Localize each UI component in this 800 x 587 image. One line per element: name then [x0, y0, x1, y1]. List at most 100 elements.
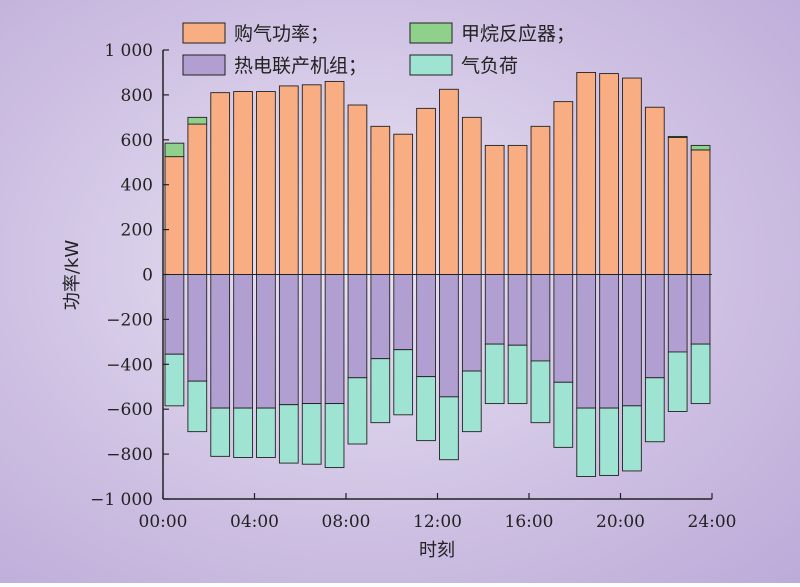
y-tick-label: 1 000 — [104, 41, 153, 61]
bar-series1-h23 — [667, 135, 688, 139]
bar-series0-h5 — [256, 91, 276, 275]
bar-series2-h14 — [461, 274, 482, 372]
bar-series0-h17 — [530, 125, 551, 275]
bar-series3-h24 — [690, 343, 711, 405]
x-tick-label: 08:00 — [322, 512, 371, 532]
y-tick-label: −1 000 — [90, 490, 153, 510]
bar-series3-h20 — [599, 407, 619, 476]
legend-swatch — [409, 22, 453, 44]
bar-series0-h9 — [347, 104, 368, 275]
bar-series2-h23 — [667, 274, 688, 353]
x-tick-label: 00:00 — [139, 512, 188, 532]
bar-series0-h21 — [622, 77, 642, 275]
bar-series3-h21 — [622, 405, 642, 472]
bar-series3-h23 — [667, 351, 688, 412]
bar-series0-h4 — [233, 91, 253, 275]
legend: 购气功率； 甲烷反应器； 热电联产机组； 气负荷 — [182, 22, 575, 77]
bar-series3-h8 — [324, 403, 345, 469]
x-axis-title: 时刻 — [419, 540, 455, 561]
bar-series2-h12 — [416, 274, 436, 378]
y-tick-label: −200 — [106, 310, 153, 330]
x-ticks: 00:00 04:00 08:00 12:00 16:00 20:00 24:00 — [139, 493, 737, 532]
bar-series0-h13 — [439, 88, 459, 275]
y-ticks: −1 000 −800 −600 −400 −200 0 200 400 600 800 1 000 — [90, 41, 169, 510]
bar-series0-h14 — [461, 116, 482, 275]
bar-series0-h8 — [324, 80, 345, 275]
y-tick-label: 0 — [142, 266, 153, 286]
bar-series3-h17 — [530, 360, 551, 424]
bar-series3-h14 — [461, 370, 482, 433]
bar-series2-h10 — [370, 274, 391, 360]
bar-series2-h16 — [507, 274, 528, 346]
bar-series0-h7 — [301, 84, 322, 275]
bar-series3-h19 — [576, 407, 597, 478]
legend-label: 购气功率； — [234, 23, 329, 45]
bar-series2-h6 — [278, 274, 299, 406]
bar-series0-h18 — [553, 101, 574, 275]
y-tick-label: 800 — [121, 86, 153, 106]
legend-label: 气负荷 — [461, 55, 518, 77]
bar-series3-h4 — [233, 407, 253, 458]
bar-series3-h7 — [301, 403, 322, 465]
bar-series0-h11 — [393, 133, 414, 275]
bar-series0-h16 — [507, 144, 528, 275]
bar-series3-h12 — [416, 376, 436, 442]
y-axis-title: 功率/kW — [62, 240, 83, 310]
bar-series0-h19 — [576, 71, 597, 275]
bars-layer — [164, 71, 711, 478]
bar-series2-h21 — [622, 274, 642, 407]
bar-series1-h24 — [690, 144, 711, 151]
bar-series2-h19 — [576, 274, 597, 409]
bar-series2-h20 — [599, 274, 619, 409]
x-tick-label: 24:00 — [688, 512, 737, 532]
bar-series3-h13 — [439, 396, 459, 461]
bar-series0-h1 — [164, 156, 185, 275]
bar-series2-h18 — [553, 274, 574, 383]
bar-series0-h24 — [690, 149, 711, 275]
bar-series2-h5 — [256, 274, 276, 409]
y-tick-label: −800 — [106, 445, 153, 465]
bar-series2-h9 — [347, 274, 368, 379]
bar-series0-h20 — [599, 73, 619, 275]
bar-series0-h3 — [210, 92, 231, 275]
bar-series2-h1 — [164, 274, 185, 355]
y-tick-label: 600 — [121, 131, 153, 151]
bar-series3-h15 — [484, 343, 505, 405]
bar-series3-h2 — [187, 380, 208, 433]
legend-swatch — [409, 54, 453, 76]
bar-series1-h1 — [164, 142, 185, 158]
bar-series2-h11 — [393, 274, 414, 351]
bar-series0-h12 — [416, 107, 436, 275]
bar-series2-h2 — [187, 274, 208, 382]
x-tick-label: 20:00 — [596, 512, 645, 532]
bar-series1-h2 — [187, 116, 208, 125]
bar-series3-h10 — [370, 358, 391, 424]
bar-series2-h3 — [210, 274, 231, 409]
bar-series2-h7 — [301, 274, 322, 405]
x-tick-label: 04:00 — [230, 512, 279, 532]
y-tick-label: 400 — [121, 176, 153, 196]
bar-series3-h18 — [553, 381, 574, 448]
bar-series2-h4 — [233, 274, 253, 409]
bar-series2-h24 — [690, 274, 711, 345]
bar-series0-h22 — [644, 106, 665, 275]
bar-series2-h22 — [644, 274, 665, 379]
bar-series2-h8 — [324, 274, 345, 405]
bar-series0-h10 — [370, 125, 391, 275]
x-tick-label: 16:00 — [505, 512, 554, 532]
y-tick-label: 200 — [121, 221, 153, 241]
legend-swatch — [182, 54, 226, 76]
bar-series2-h13 — [439, 274, 459, 398]
y-tick-label: −400 — [106, 355, 153, 375]
bar-series3-h1 — [164, 353, 185, 407]
bar-series2-h17 — [530, 274, 551, 362]
bar-series3-h16 — [507, 344, 528, 405]
bar-series2-h15 — [484, 274, 505, 345]
bar-series3-h6 — [278, 404, 299, 464]
bar-series3-h5 — [256, 407, 276, 458]
legend-label: 甲烷反应器； — [461, 23, 575, 45]
x-tick-label: 12:00 — [413, 512, 462, 532]
bar-series0-h6 — [278, 85, 299, 275]
